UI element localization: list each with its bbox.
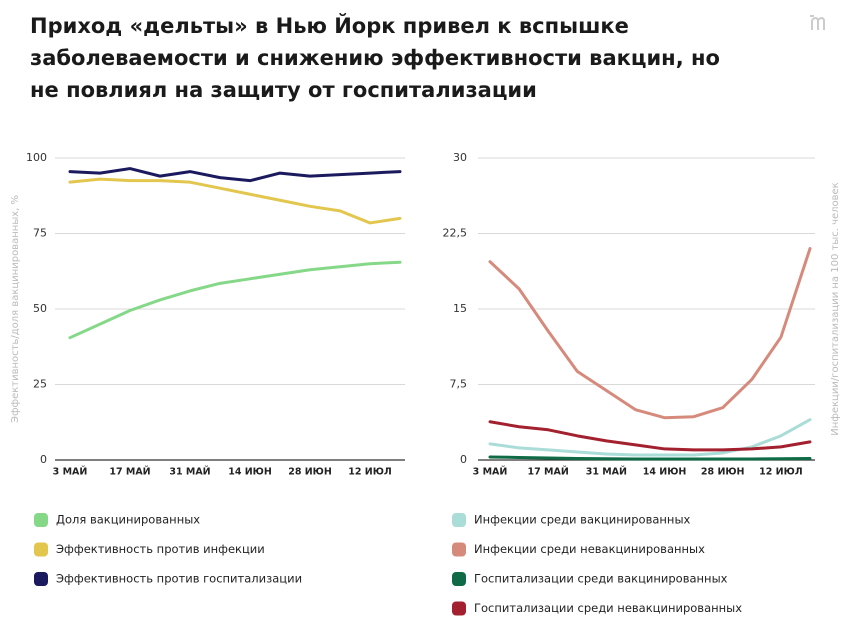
x-tick-label: 3 МАЙ xyxy=(53,466,88,478)
x-tick-label: 14 ИЮН xyxy=(228,467,272,478)
x-tick-label: 12 ИЮЛ xyxy=(759,467,803,478)
x-tick-label: 17 МАЙ xyxy=(109,466,150,478)
line xyxy=(488,420,812,452)
y-tick-label: 0 xyxy=(460,453,467,466)
y-tick-label: 22,5 xyxy=(443,227,468,240)
legend-label: Инфекции среди вакцинированных xyxy=(474,513,691,527)
x-tick-label: 3 МАЙ xyxy=(473,466,508,478)
y-axis-label: Инфекции/госпитализации на 100 тыс. чело… xyxy=(830,182,841,435)
line xyxy=(68,260,402,340)
y-tick-label: 100 xyxy=(26,151,47,164)
x-tick-label: 28 ИЮН xyxy=(288,467,332,478)
x-tick-label: 14 ИЮН xyxy=(643,467,687,478)
legend-label: Эффективность против госпитализации xyxy=(56,572,302,586)
legend-label: Доля вакцинированных xyxy=(56,513,200,527)
x-tick-label: 28 ИЮН xyxy=(701,467,745,478)
y-tick-label: 25 xyxy=(33,378,47,391)
y-tick-label: 75 xyxy=(33,227,47,240)
legend-label: Эффективность против инфекции xyxy=(56,542,265,556)
x-tick-label: 31 МАЙ xyxy=(169,466,210,478)
legend-swatch xyxy=(34,542,48,557)
title: Приход «дельты» в Нью Йорк привел к вспы… xyxy=(30,14,720,102)
line xyxy=(488,455,812,461)
legend-swatch xyxy=(452,513,466,527)
legend-label: Госпитализации среди невакцинированных xyxy=(474,601,742,615)
y-tick-label: 7,5 xyxy=(450,378,468,391)
y-tick-label: 0 xyxy=(40,453,47,466)
legend-swatch xyxy=(452,572,466,586)
legend-label: Госпитализации среди вакцинированных xyxy=(474,572,728,586)
x-tick-label: 17 МАЙ xyxy=(528,466,569,478)
line xyxy=(488,247,812,420)
line xyxy=(68,177,402,225)
legend-swatch xyxy=(452,542,466,557)
y-axis-label: Эффективность/доля вакцинированных, % xyxy=(10,195,21,423)
y-tick-label: 50 xyxy=(33,302,47,315)
y-tick-label: 30 xyxy=(453,151,467,164)
y-tick-label: 15 xyxy=(453,302,467,315)
x-tick-label: 31 МАЙ xyxy=(586,466,627,478)
x-tick-label: 12 ИЮЛ xyxy=(348,467,392,478)
legend-label: Инфекции среди невакцинированных xyxy=(474,542,705,556)
legend-swatch xyxy=(452,601,466,616)
line xyxy=(68,167,402,183)
line xyxy=(488,418,812,457)
logo xyxy=(810,15,825,30)
legend-swatch xyxy=(34,513,48,527)
legend-swatch xyxy=(34,572,48,586)
